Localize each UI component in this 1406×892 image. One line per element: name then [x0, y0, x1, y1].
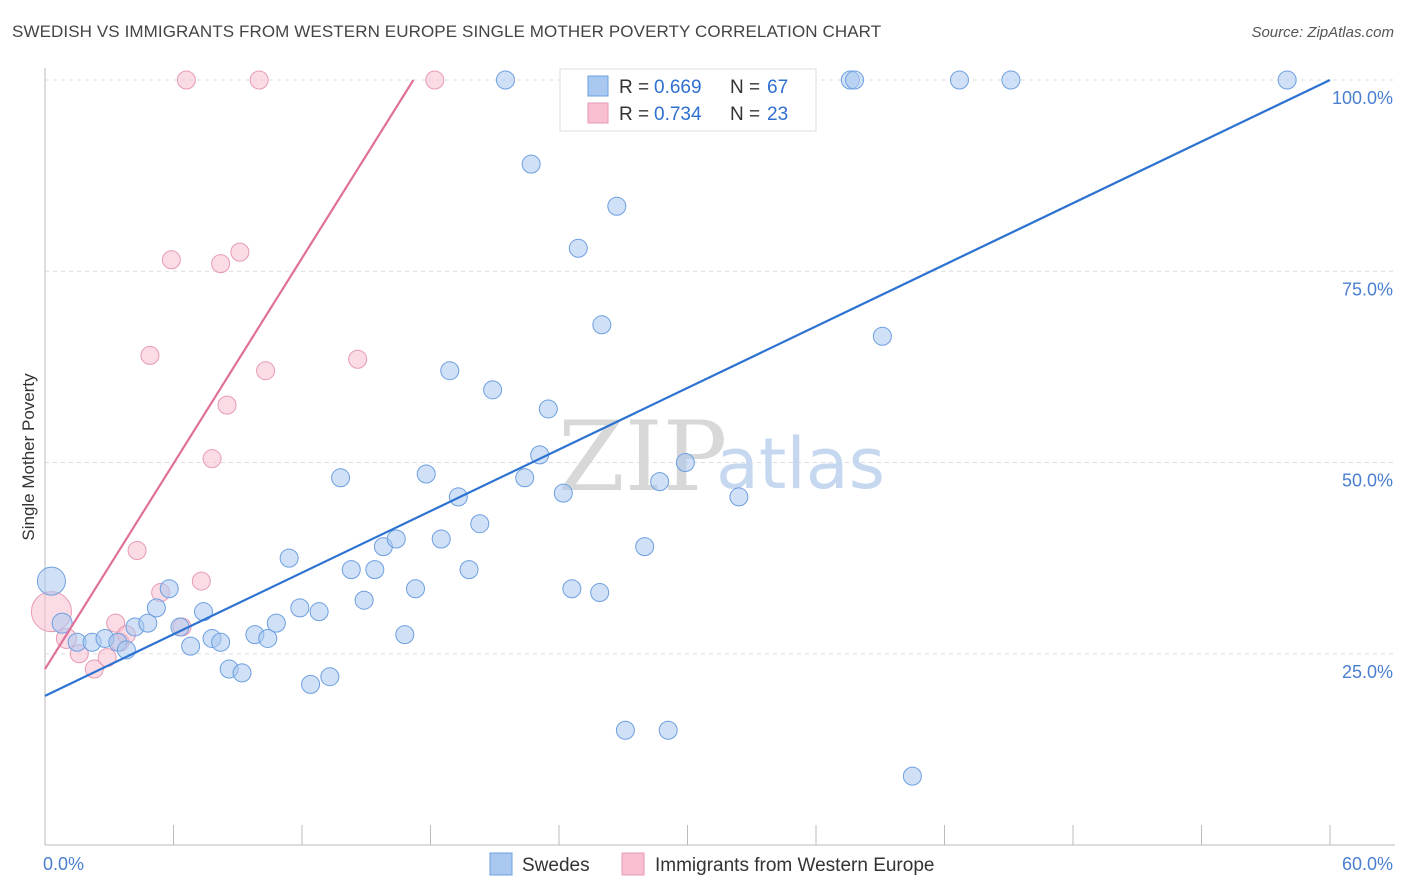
swedes-point-65 [1277, 70, 1297, 90]
immigrants-point-22 [425, 70, 445, 90]
swedes-point-29 [365, 560, 385, 580]
swedes-point-31 [386, 529, 406, 549]
swedes-point-58 [729, 487, 749, 507]
bottom-legend: Swedes Immigrants from Western Europe [489, 852, 934, 876]
immigrants-point-21 [348, 349, 368, 369]
swedes-point-50 [592, 315, 612, 335]
swedes-point-53 [635, 537, 655, 557]
swedes-point-9 [146, 598, 166, 618]
immigrants-point-9 [140, 345, 160, 365]
swedes-point-12 [181, 636, 201, 656]
swedes-point-55 [658, 720, 678, 740]
swedes-point-8 [138, 613, 158, 633]
swedes-point-48 [568, 238, 588, 258]
legend-r-value-1: 0.669 [654, 77, 702, 98]
swedes-point-32 [395, 625, 415, 645]
swedes-point-23 [301, 674, 321, 694]
swedes-point-36 [440, 361, 460, 381]
swedes-point-52 [615, 720, 635, 740]
swedes-point-54 [650, 472, 670, 492]
swedes-point-45 [538, 399, 558, 419]
immigrants-point-17 [217, 395, 237, 415]
swedes-point-60 [845, 70, 865, 90]
swedes-point-38 [459, 560, 479, 580]
immigrants-point-15 [202, 449, 222, 469]
swedes-point-17 [232, 663, 252, 683]
swedes-point-10 [159, 579, 179, 599]
swedes-point-1 [51, 612, 73, 634]
grid-lines [45, 79, 1395, 655]
swedes-point-43 [521, 154, 541, 174]
swedes-point-27 [341, 560, 361, 580]
swedes-point-25 [320, 667, 340, 687]
swedes-point-20 [266, 613, 286, 633]
immigrants-trend-line [44, 79, 415, 670]
swedes-point-46 [553, 483, 573, 503]
legend-box: R = 0.669 N = 67 R = 0.734 N = 23 [559, 68, 817, 132]
watermark-zip: ZIP [558, 401, 727, 513]
swedes-point-62 [902, 766, 922, 786]
swedes-point-28 [354, 590, 374, 610]
bottom-legend-label-immigrants: Immigrants from Western Europe [655, 855, 934, 876]
swedes-point-21 [279, 548, 299, 568]
bottom-legend-swatch-swedes [489, 852, 513, 876]
immigrants-point-13 [176, 70, 196, 90]
swedes-point-40 [483, 380, 503, 400]
swedes-point-39 [470, 514, 490, 534]
series-swedes-points [36, 70, 1297, 786]
y-tick-label-2: 75.0% [1342, 279, 1393, 299]
swedes-point-47 [562, 579, 582, 599]
swedes-trend-line [44, 79, 1331, 697]
swedes-point-42 [515, 468, 535, 488]
immigrants-point-8 [127, 540, 147, 560]
legend-n-value-1: 67 [767, 77, 788, 98]
chart-title: SWEDISH VS IMMIGRANTS FROM WESTERN EUROP… [12, 22, 882, 41]
swedes-point-0 [36, 566, 66, 596]
immigrants-point-16 [211, 254, 231, 274]
immigrants-point-18 [230, 242, 250, 262]
trend-lines [44, 79, 1331, 697]
swedes-point-33 [406, 579, 426, 599]
legend-r-label-2: R = [619, 104, 649, 125]
immigrants-point-14 [191, 571, 211, 591]
legend-swatch-swedes [587, 75, 609, 97]
chart-source: Source: ZipAtlas.com [1251, 24, 1394, 41]
legend-swatch-immigrants [587, 102, 609, 124]
swedes-point-24 [309, 602, 329, 622]
swedes-point-56 [675, 453, 695, 472]
y-tick-labels: 25.0% 50.0% 75.0% 100.0% [1332, 88, 1393, 682]
x-tick-label-0: 0.0% [43, 854, 84, 874]
swedes-point-41 [495, 70, 515, 90]
immigrants-point-19 [249, 70, 269, 90]
legend-n-label-1: N = [730, 77, 760, 98]
swedes-point-51 [607, 196, 627, 216]
series-immigrants-points [30, 70, 445, 679]
legend-n-value-2: 23 [767, 104, 788, 125]
swedes-point-64 [1001, 70, 1021, 90]
swedes-point-63 [949, 70, 969, 90]
immigrants-point-11 [161, 250, 181, 270]
y-tick-label-0: 25.0% [1342, 662, 1393, 682]
y-axis-label: Single Mother Poverty [19, 373, 38, 541]
bottom-legend-label-swedes: Swedes [522, 855, 590, 876]
immigrants-point-20 [256, 361, 276, 381]
swedes-point-22 [290, 598, 310, 618]
axes [44, 68, 1395, 846]
y-tick-label-1: 50.0% [1342, 471, 1393, 491]
swedes-point-26 [331, 468, 351, 488]
swedes-point-19 [258, 628, 278, 648]
legend-n-label-2: N = [730, 104, 760, 125]
legend-r-value-2: 0.734 [654, 104, 702, 125]
x-tick-label-1: 60.0% [1342, 854, 1393, 874]
swedes-point-61 [872, 326, 892, 346]
swedes-point-34 [416, 464, 436, 484]
swedes-point-49 [590, 583, 610, 603]
bottom-legend-swatch-immigrants [621, 852, 645, 876]
x-tick-labels: 0.0% 60.0% [43, 854, 1393, 874]
legend-r-label-1: R = [619, 77, 649, 98]
y-tick-label-3: 100.0% [1332, 88, 1393, 108]
swedes-point-15 [211, 632, 231, 652]
swedes-point-35 [431, 529, 451, 549]
